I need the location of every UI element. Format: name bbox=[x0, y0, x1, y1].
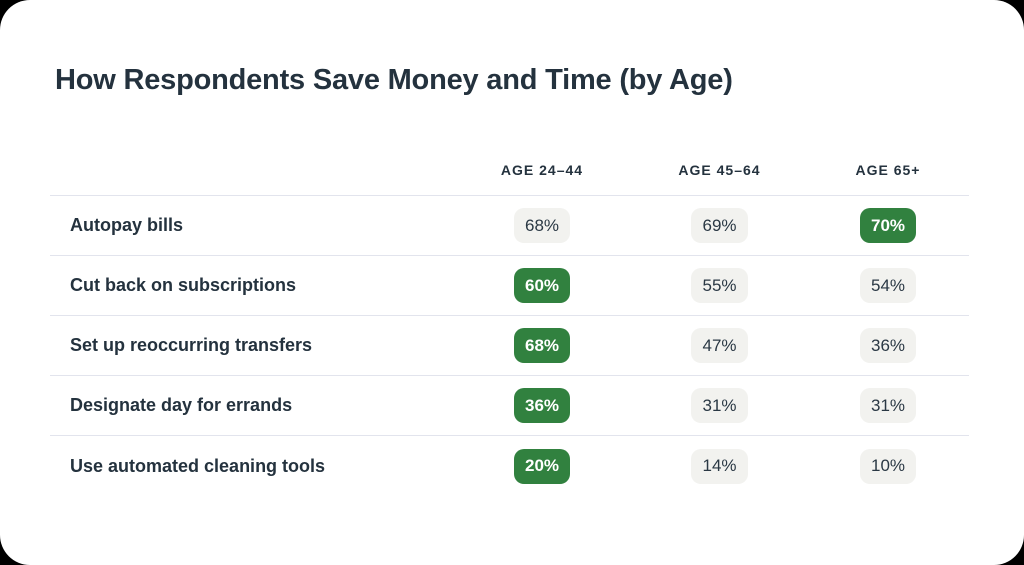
row-label-autopay-bills: Autopay bills bbox=[70, 215, 184, 235]
value-badge: 20% bbox=[513, 448, 571, 484]
row-label-designate-errand-day: Designate day for errands bbox=[70, 395, 293, 415]
table-row: Use automated cleaning tools 20% 14% 10% bbox=[50, 436, 969, 496]
row-label-cut-back-subscriptions: Cut back on subscriptions bbox=[70, 275, 297, 295]
value-badge: 69% bbox=[691, 208, 748, 243]
value-badge: 14% bbox=[691, 448, 748, 484]
value-badge: 31% bbox=[859, 388, 917, 423]
value-badge: 55% bbox=[691, 268, 748, 303]
value-badge: 47% bbox=[691, 328, 748, 363]
table-header-row: AGE 24–44 AGE 45–64 AGE 65+ bbox=[50, 145, 969, 196]
row-label-reoccurring-transfers: Set up reoccurring transfers bbox=[70, 335, 313, 355]
value-badge: 60% bbox=[513, 268, 571, 303]
table-row: Designate day for errands 36% 31% 31% bbox=[50, 376, 969, 436]
value-badge: 68% bbox=[513, 328, 571, 363]
column-header-age-65-plus: AGE 65+ bbox=[855, 162, 921, 178]
value-badge: 36% bbox=[859, 328, 917, 363]
value-badge: 70% bbox=[859, 208, 917, 243]
value-badge: 36% bbox=[513, 388, 571, 423]
table-row: Set up reoccurring transfers 68% 47% 36% bbox=[50, 316, 969, 376]
column-header-age-45-64: AGE 45–64 bbox=[678, 162, 761, 178]
table-row: Autopay bills 68% 69% 70% bbox=[50, 196, 969, 256]
value-badge: 10% bbox=[859, 448, 917, 484]
value-badge: 54% bbox=[859, 268, 917, 303]
page-title: How Respondents Save Money and Time (by … bbox=[55, 64, 733, 96]
row-label-automated-cleaning-tools: Use automated cleaning tools bbox=[70, 455, 326, 476]
value-badge: 31% bbox=[691, 388, 748, 423]
value-badge: 68% bbox=[513, 208, 571, 243]
savings-by-age-table: AGE 24–44 AGE 45–64 AGE 65+ Autopay bill… bbox=[50, 145, 969, 496]
table-row: Cut back on subscriptions 60% 55% 54% bbox=[50, 256, 969, 316]
column-header-age-24-44: AGE 24–44 bbox=[500, 162, 584, 178]
